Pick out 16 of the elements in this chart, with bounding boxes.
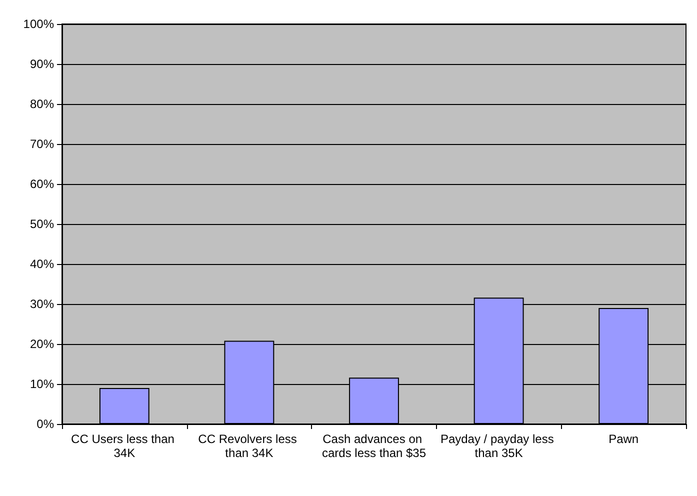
y-tick-label: 40% — [30, 257, 54, 271]
x-tick-label: CC Users less than 34K — [71, 432, 178, 460]
y-tick-label: 90% — [30, 57, 54, 71]
y-tick-label: 60% — [30, 177, 54, 191]
y-tick-label: 10% — [30, 377, 54, 391]
y-tick-label: 0% — [36, 417, 54, 431]
y-tick-label: 50% — [30, 217, 54, 231]
y-tick-label: 70% — [30, 137, 54, 151]
x-tick-label: Cash advances on cards less than $35 — [322, 432, 426, 460]
y-tick-label: 100% — [23, 17, 54, 31]
x-tick-label: Payday / payday less than 35K — [440, 432, 558, 460]
y-tick-label: 80% — [30, 97, 54, 111]
x-tick-label: CC Revolvers less than 34K — [198, 432, 300, 460]
y-tick-label: 30% — [30, 297, 54, 311]
y-tick-label: 20% — [30, 337, 54, 351]
x-tick-label: Pawn — [608, 432, 639, 446]
